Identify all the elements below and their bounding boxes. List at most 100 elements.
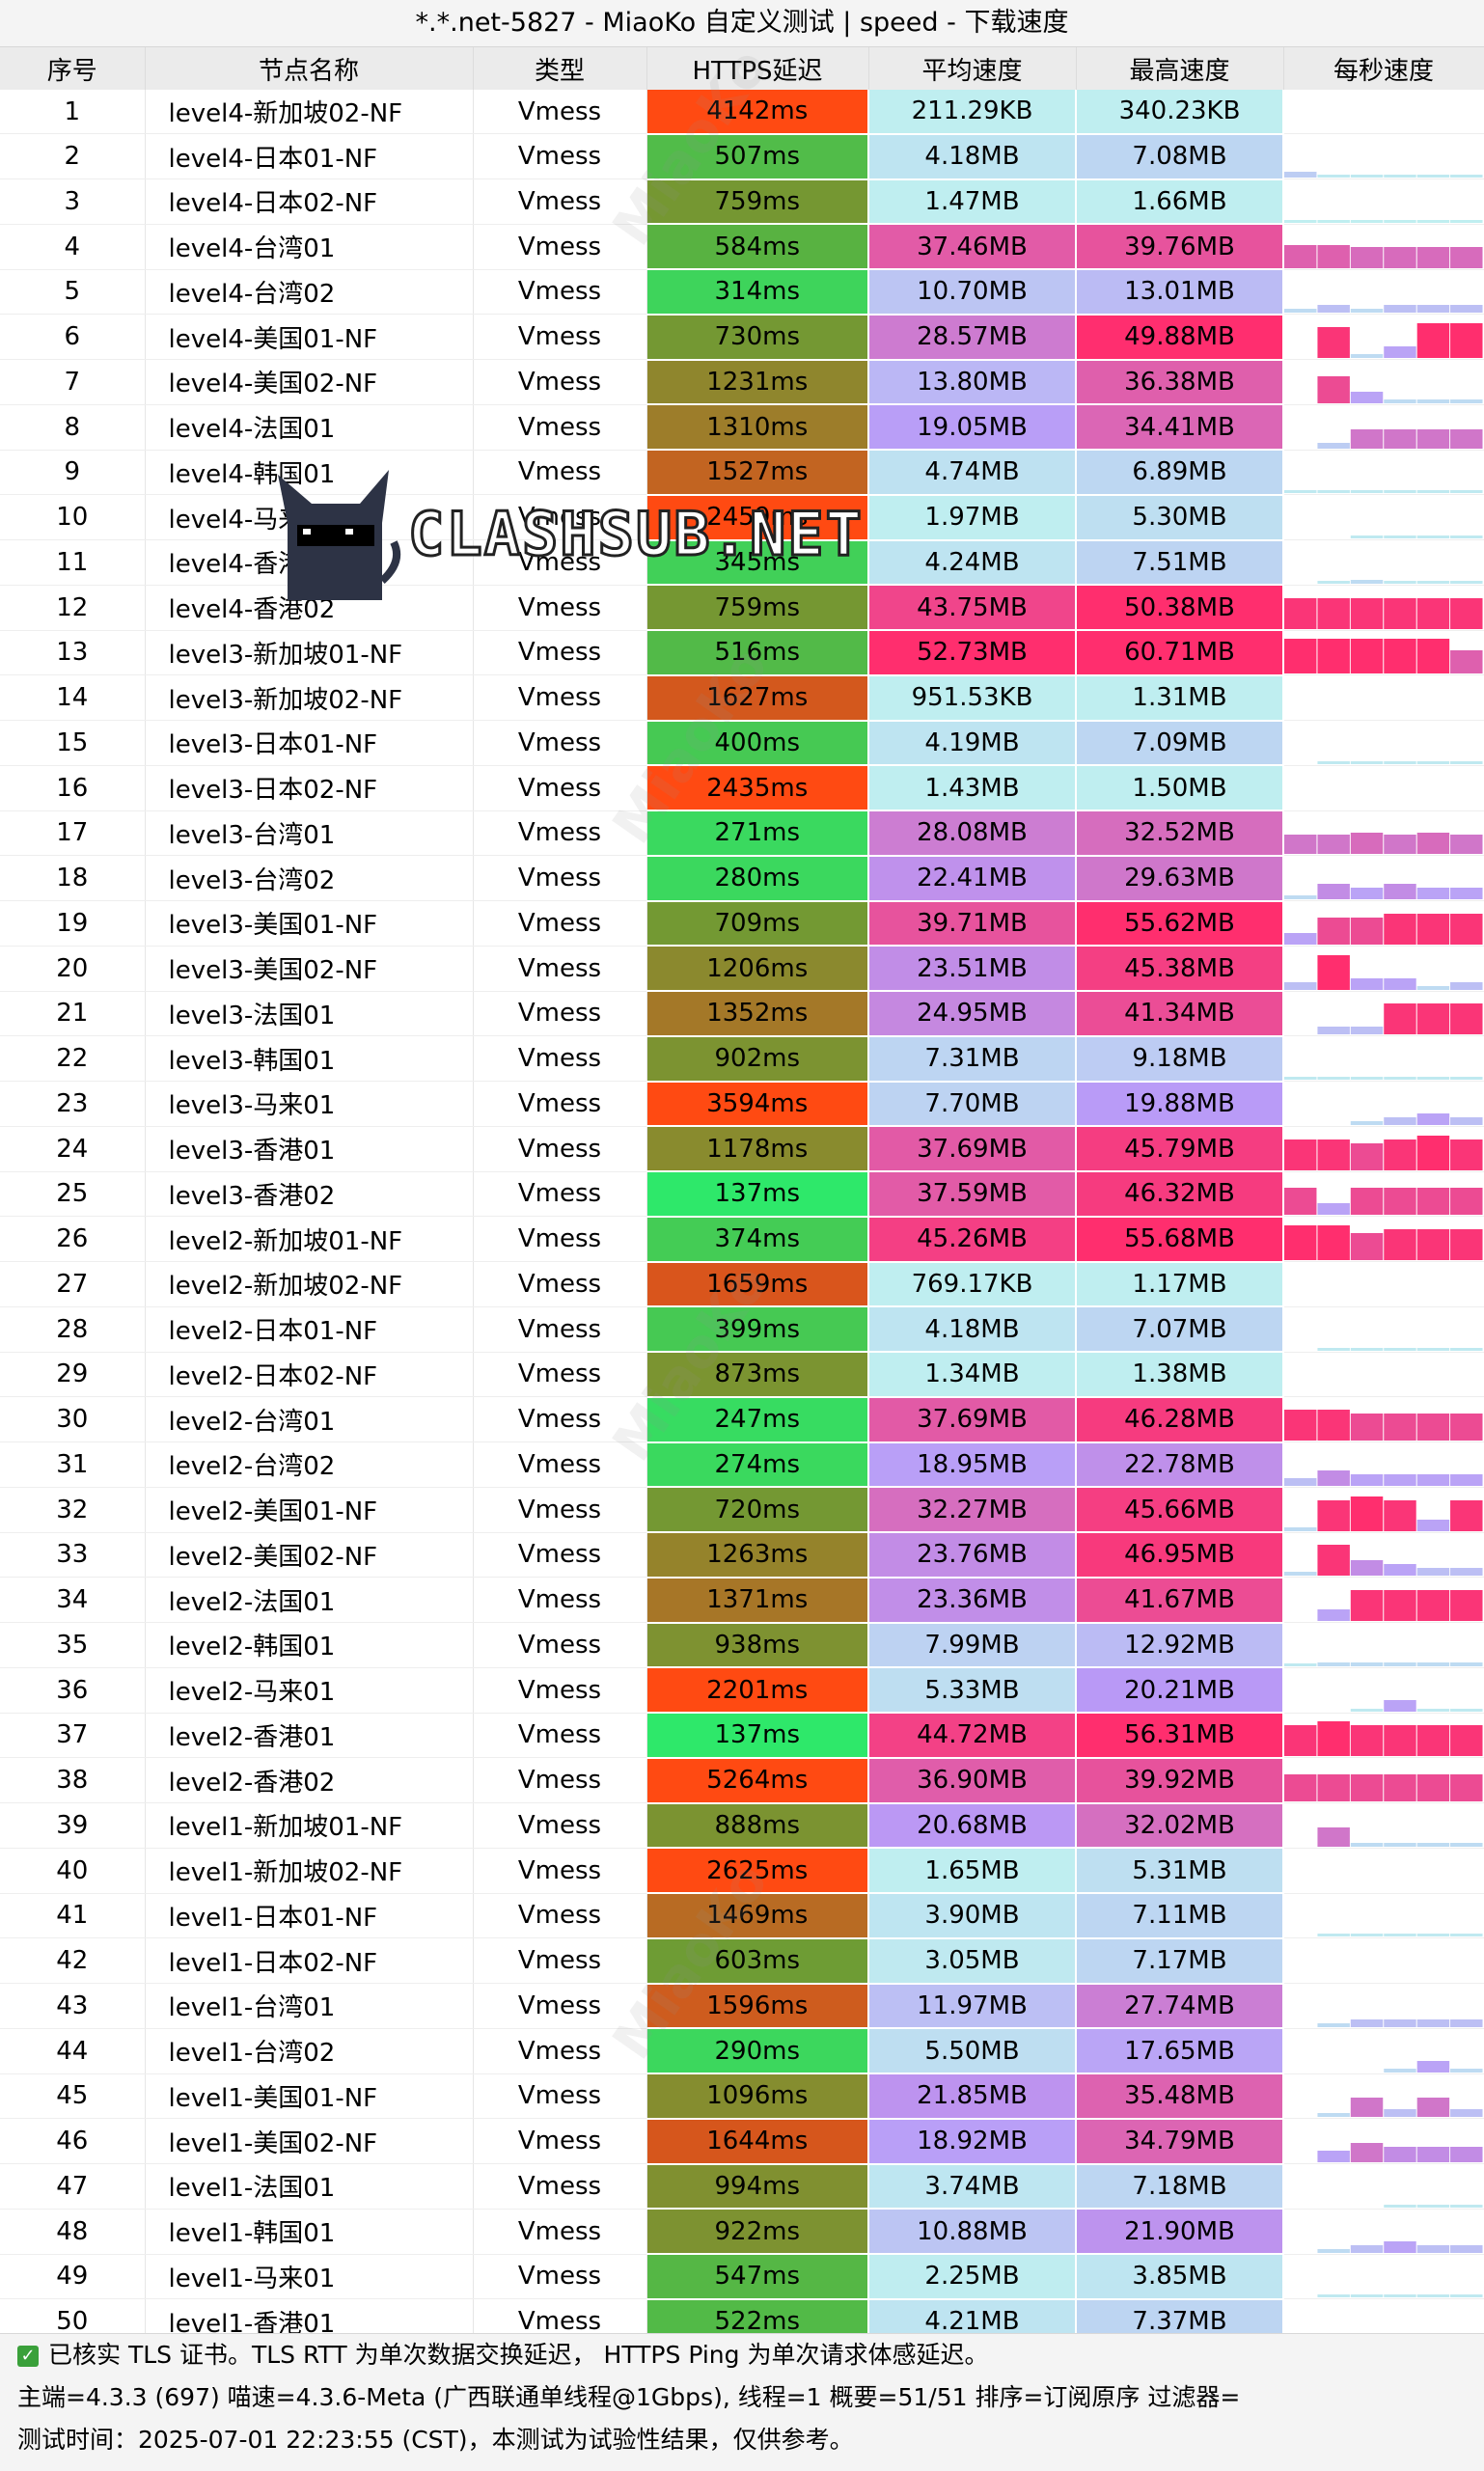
header-https-latency[interactable]: HTTPS延迟 (646, 47, 869, 90)
sparkline-bar (1450, 535, 1483, 539)
cell-max-speed: 49.88MB (1076, 314, 1284, 361)
cell-avg-speed: 1.34MB (868, 1352, 1077, 1398)
sparkline-bar (1450, 1774, 1483, 1802)
cell-speed-sparkline (1283, 1441, 1484, 1488)
cell-type: Vmess (473, 720, 647, 766)
header-per-second-speed[interactable]: 每秒速度 (1283, 47, 1484, 90)
cell-index: 46 (0, 2118, 146, 2164)
sparkline-bar (1350, 2244, 1384, 2253)
sparkline-bar (1450, 1414, 1483, 1441)
cell-node-name: level4-美国02-NF (145, 359, 474, 405)
sparkline-chart (1284, 1077, 1483, 1081)
cell-latency: 271ms (646, 810, 869, 857)
sparkline-bar (1416, 1229, 1450, 1261)
sparkline-bar (1450, 305, 1483, 314)
cell-max-speed: 55.68MB (1076, 1216, 1284, 1263)
cell-index: 39 (0, 1802, 146, 1849)
sparkline-chart (1284, 490, 1483, 494)
table-row: 18 level3-台湾02 Vmess 280ms 22.41MB 29.63MB (0, 855, 1484, 902)
sparkline-bar (1317, 2113, 1350, 2118)
cell-max-speed: 46.32MB (1076, 1171, 1284, 1218)
sparkline-chart (1284, 954, 1483, 990)
sparkline-chart (1284, 1939, 1484, 1982)
sparkline-bar (1416, 2294, 1450, 2298)
sparkline-bar (1416, 580, 1450, 584)
cell-node-name: level4-新加坡02-NF (145, 90, 474, 135)
cell-index: 45 (0, 2073, 146, 2120)
cell-index: 4 (0, 224, 146, 270)
header-avg-speed[interactable]: 平均速度 (868, 47, 1077, 90)
cell-avg-speed: 951.53KB (868, 674, 1077, 722)
cell-speed-sparkline (1283, 1126, 1484, 1172)
sparkline-bar (1450, 1661, 1483, 1666)
sparkline-bar (1384, 2068, 1416, 2073)
cell-max-speed: 45.38MB (1076, 946, 1284, 992)
cell-type: Vmess (473, 585, 647, 631)
sparkline-chart (1284, 244, 1483, 268)
sparkline-bar (1384, 1003, 1416, 1035)
cell-node-name: level4-台湾01 (145, 224, 474, 270)
cell-type: Vmess (473, 1713, 647, 1759)
sparkline-bar (1416, 2147, 1450, 2163)
cell-speed-sparkline (1283, 178, 1484, 225)
cell-avg-speed: 24.95MB (868, 991, 1077, 1037)
cell-index: 22 (0, 1035, 146, 1082)
cell-index: 10 (0, 494, 146, 540)
cell-latency: 5264ms (646, 1757, 869, 1804)
sparkline-chart (1284, 1469, 1483, 1486)
cell-type: Vmess (473, 1937, 647, 1984)
cell-speed-sparkline (1283, 1983, 1484, 2029)
cell-avg-speed: 23.51MB (868, 946, 1077, 992)
sparkline-bar (1384, 1590, 1416, 1622)
cell-index: 27 (0, 1261, 146, 1307)
cell-node-name: level4-韩国01 (145, 450, 474, 496)
cell-index: 3 (0, 178, 146, 225)
cell-speed-sparkline (1283, 494, 1484, 540)
sparkline-chart (1317, 2143, 1483, 2163)
cell-latency: 1310ms (646, 404, 869, 451)
table-row: 39 level1-新加坡01-NF Vmess 888ms 20.68MB 32.02M… (0, 1802, 1484, 1850)
sparkline-bar (1350, 1233, 1384, 1261)
cell-node-name: level1-新加坡01-NF (145, 1802, 474, 1849)
cell-index: 31 (0, 1441, 146, 1488)
sparkline-bar (1350, 1934, 1384, 1937)
sparkline-chart (1284, 1661, 1483, 1666)
sparkline-bar (1284, 1662, 1317, 1666)
header-node-name[interactable]: 节点名称 (145, 47, 474, 90)
table-row: 12 level4-香港02 Vmess 759ms 43.75MB 50.38MB (0, 585, 1484, 631)
window-title: *.*.net-5827 - MiaoKo 自定义测试 | speed - 下载… (0, 0, 1484, 47)
cell-index: 32 (0, 1487, 146, 1533)
cell-latency: 938ms (646, 1622, 869, 1669)
sparkline-bar (1384, 2018, 1416, 2027)
header-type[interactable]: 类型 (473, 47, 647, 90)
sparkline-bar (1284, 639, 1317, 674)
sparkline-bar (1416, 490, 1450, 494)
sparkline-bar (1450, 650, 1483, 674)
table-row: 32 level2-美国01-NF Vmess 720ms 32.27MB 45.66MB (0, 1487, 1484, 1533)
cell-latency: 1371ms (646, 1577, 869, 1624)
cell-node-name: level3-台湾02 (145, 855, 474, 901)
cell-type: Vmess (473, 765, 647, 811)
cell-avg-speed: 37.69MB (868, 1396, 1077, 1443)
sparkline-bar (1384, 977, 1416, 990)
cell-latency: 247ms (646, 1396, 869, 1443)
sparkline-bar (1384, 1473, 1416, 1486)
cell-speed-sparkline (1283, 630, 1484, 676)
sparkline-bar (1416, 535, 1450, 539)
sparkline-bar (1384, 639, 1416, 674)
sparkline-bar (1450, 1116, 1483, 1125)
sparkline-bar (1450, 246, 1483, 268)
cell-index: 33 (0, 1532, 146, 1579)
table-row: 17 level3-台湾01 Vmess 271ms 28.08MB 32.52MB (0, 810, 1484, 857)
sparkline-bar (1350, 1077, 1384, 1081)
cell-max-speed: 32.02MB (1076, 1802, 1284, 1850)
cell-speed-sparkline (1283, 2073, 1484, 2120)
header-index[interactable]: 序号 (0, 47, 146, 90)
cell-type: Vmess (473, 900, 647, 947)
cell-node-name: level4-香港02 (145, 585, 474, 631)
sparkline-bar (1350, 1027, 1384, 1035)
sparkline-bar (1350, 1661, 1384, 1666)
cell-speed-sparkline (1283, 1802, 1484, 1849)
header-max-speed[interactable]: 最高速度 (1076, 47, 1284, 90)
sparkline-bar (1384, 1725, 1416, 1757)
